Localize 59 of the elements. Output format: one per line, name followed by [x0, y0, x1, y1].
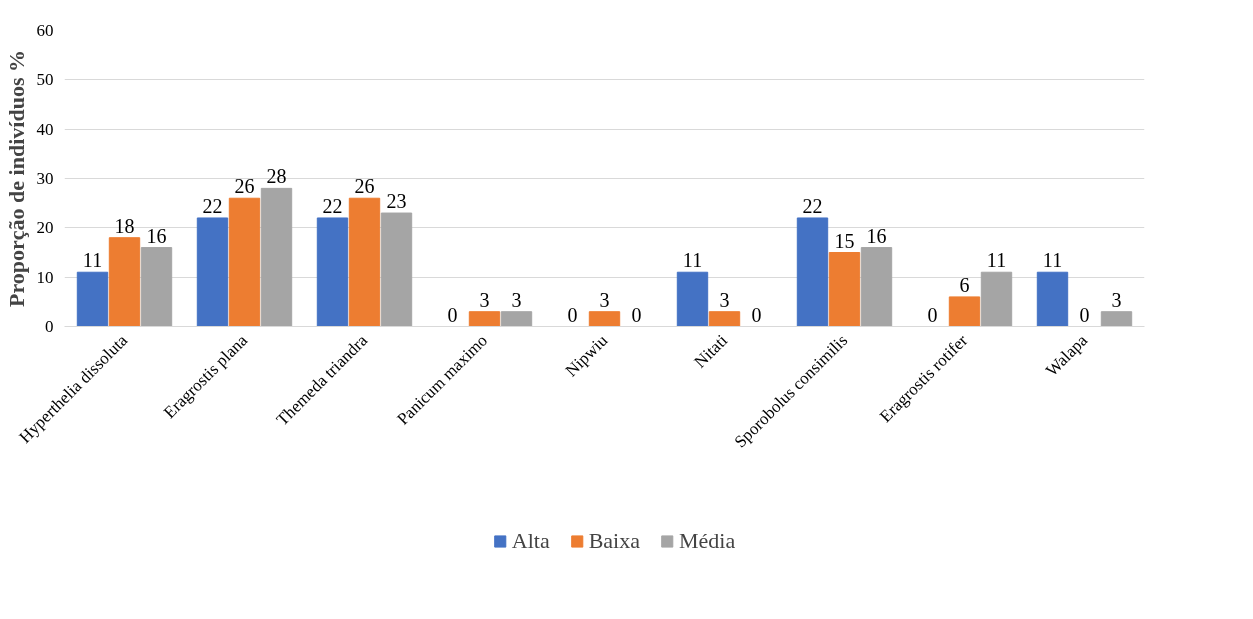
bar — [108, 237, 141, 327]
bar — [860, 247, 893, 327]
bar — [348, 197, 381, 327]
bar — [796, 217, 829, 327]
data-label: 16 — [146, 224, 167, 247]
y-tick-label: 30 — [36, 169, 54, 188]
data-label: 22 — [802, 194, 823, 217]
data-label: 0 — [447, 303, 458, 326]
y-tick-label: 0 — [45, 317, 54, 336]
bar — [948, 296, 981, 327]
y-tick-label: 50 — [36, 70, 54, 90]
data-label: 3 — [511, 288, 522, 311]
y-axis-title: Proporção de indivíduos % — [3, 50, 29, 307]
data-label: 11 — [82, 249, 103, 272]
data-label: 26 — [234, 175, 255, 198]
bar — [500, 311, 533, 327]
data-label: 15 — [834, 229, 855, 252]
data-label: 11 — [1042, 249, 1063, 272]
data-label: 22 — [322, 194, 343, 217]
bar — [1036, 271, 1069, 327]
bar — [76, 271, 109, 327]
data-label: 26 — [354, 175, 375, 198]
bar — [468, 311, 501, 327]
y-tick-label: 20 — [36, 218, 54, 238]
bar — [1100, 311, 1133, 327]
bar — [676, 271, 709, 327]
bar — [380, 212, 413, 327]
data-label: 11 — [986, 249, 1007, 272]
data-label: 28 — [266, 165, 287, 188]
bar — [708, 311, 741, 327]
legend-label: Média — [678, 527, 736, 554]
data-label: 0 — [631, 303, 642, 326]
data-label: 0 — [927, 303, 938, 326]
bar — [228, 197, 261, 327]
bar — [828, 252, 861, 327]
data-label: 6 — [959, 273, 970, 296]
bar — [140, 247, 173, 327]
bar — [260, 187, 293, 327]
legend-label: Baixa — [588, 527, 640, 554]
data-label: 11 — [682, 249, 703, 272]
bar — [316, 217, 349, 327]
bar — [196, 217, 229, 327]
y-tick-label: 40 — [36, 119, 54, 139]
legend-label: Alta — [511, 527, 550, 554]
bar — [588, 311, 621, 327]
data-label: 16 — [866, 224, 887, 247]
data-label: 3 — [599, 288, 610, 311]
bar — [980, 271, 1013, 327]
data-label: 3 — [719, 288, 730, 311]
y-tick-label: 10 — [36, 267, 54, 287]
y-tick-label: 60 — [36, 21, 54, 40]
data-label: 22 — [202, 194, 223, 217]
data-label: 0 — [567, 303, 578, 326]
data-label: 18 — [114, 214, 135, 237]
data-label: 0 — [1079, 303, 1090, 326]
data-label: 23 — [386, 190, 407, 213]
data-label: 0 — [751, 303, 762, 326]
data-label: 3 — [1111, 288, 1122, 311]
data-label: 3 — [479, 288, 490, 311]
